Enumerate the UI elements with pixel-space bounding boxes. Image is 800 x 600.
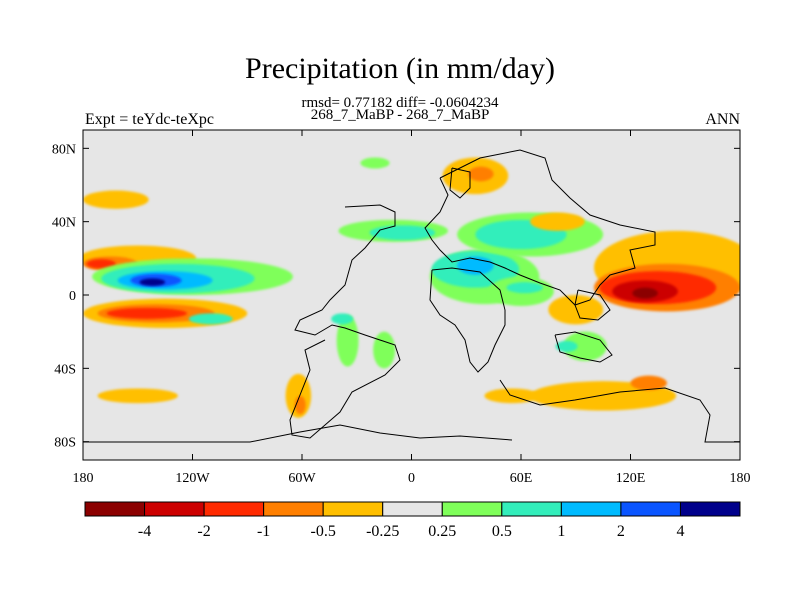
y-tick-label: 80N	[52, 142, 76, 157]
region-arctic-wet	[360, 157, 390, 169]
colorbar-swatch	[144, 501, 205, 517]
coastline-africa	[429, 267, 506, 373]
colorbar-swatch	[679, 501, 741, 517]
region-east-asia-dry	[530, 212, 585, 231]
region-n-pacific-drying-strong	[86, 259, 116, 269]
coastline-australia	[554, 331, 613, 363]
colorbar-label: -2	[197, 523, 210, 540]
coastline-antarctica	[83, 379, 740, 443]
region-pacific-itcz-wet-4	[139, 278, 166, 286]
region-w-pacific-dry-4	[632, 287, 658, 299]
coastline-maritime	[574, 289, 611, 321]
x-tick-label: 60E	[510, 471, 533, 486]
colorbar-label: 0.5	[492, 523, 512, 540]
colorbar-label: 1	[557, 523, 565, 540]
colorbar-label: -0.25	[366, 523, 399, 540]
region-sh-midlat-dry	[97, 388, 178, 404]
region-s-pacific-drying-2	[106, 307, 188, 319]
region-sh-indian-dry-core	[630, 375, 667, 391]
coastline-greenland	[449, 167, 471, 199]
stats-subtitle: rmsd= 0.77182 diff= -0.0604234	[301, 95, 499, 111]
x-tick-label: 120W	[175, 471, 210, 486]
y-tick-label: 40S	[54, 362, 76, 377]
colorbar-swatch	[263, 501, 324, 517]
region-indian-ocean-dry	[548, 295, 604, 325]
colorbar-label: 4	[676, 523, 684, 540]
season-label: ANN	[705, 111, 740, 128]
region-indian-sh-wet	[555, 340, 578, 352]
colorbar-swatch	[84, 501, 146, 517]
colorbar-label: 2	[617, 523, 625, 540]
y-tick-label: 80S	[54, 436, 76, 451]
colorbar-label: -0.5	[311, 523, 336, 540]
y-tick-label: 0	[69, 289, 76, 304]
colorbar-label: -4	[138, 523, 151, 540]
experiment-label: Expt = teYdc-teXpc	[85, 111, 214, 128]
region-n-pacific-midlat-dry	[83, 190, 149, 209]
x-tick-label: 0	[408, 471, 415, 486]
colorbar-swatch	[382, 501, 443, 517]
region-n-indian-wet-2	[506, 282, 543, 294]
region-s-atlantic-wet-2	[373, 331, 396, 369]
x-tick-label: 180	[730, 471, 751, 486]
x-tick-label: 60W	[288, 471, 316, 486]
chart-title: Precipitation (in mm/day)	[245, 52, 555, 85]
y-tick-label: 40N	[52, 216, 76, 231]
region-s-pacific-wet-patch	[188, 313, 233, 325]
x-tick-label: 180	[73, 471, 94, 486]
region-europe-dry-core	[468, 166, 494, 182]
coastline-americas	[289, 204, 401, 439]
colorbar-label: -1	[257, 523, 270, 540]
colorbar-swatch	[441, 501, 503, 517]
region-atlantic-nh-wet-2	[369, 225, 436, 241]
cases-subtitle: 268_7_MaBP - 268_7_MaBP	[310, 107, 490, 123]
region-s-atlantic-wet	[336, 315, 359, 367]
x-tick-label: 120E	[616, 471, 646, 486]
colorbar-swatch	[203, 501, 265, 517]
colorbar-swatch	[560, 501, 622, 517]
colorbar-label: 0.25	[428, 523, 456, 540]
coastline-eurasia	[424, 149, 656, 306]
colorbar-swatch	[322, 501, 384, 517]
colorbar-swatch	[620, 501, 681, 517]
colorbar-swatch	[501, 501, 562, 517]
region-s-atlantic-cyan	[331, 313, 354, 325]
